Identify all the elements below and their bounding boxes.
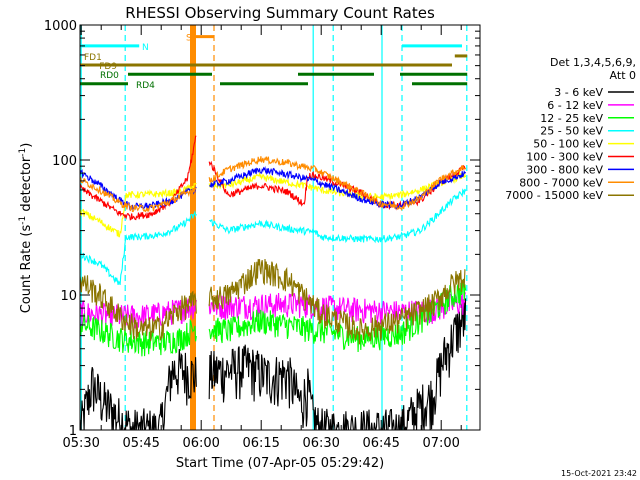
y-tick-label-2: 100 [52, 154, 77, 169]
x-tick-label-2: 06:00 [182, 436, 219, 451]
legend-header-1: Att 0 [610, 69, 636, 82]
x-tick-label-6: 07:00 [422, 436, 459, 451]
y-tick-label-0: 1 [69, 424, 77, 439]
x-tick-label-1: 05:45 [122, 436, 159, 451]
plot-frame [79, 24, 481, 431]
flag-label-1: S [186, 34, 192, 44]
flag-label-0: N [142, 43, 149, 53]
y-axis-label-tail: detector [19, 156, 34, 216]
legend-label-2: 12 - 25 keV [540, 112, 603, 125]
y-axis-label-sup: -1 [18, 216, 28, 225]
legend-label-6: 300 - 800 keV [526, 163, 603, 176]
legend-label-3: 25 - 50 keV [540, 125, 603, 138]
series-line-7 [80, 156, 467, 213]
legend-label-8: 7000 - 15000 keV [505, 189, 603, 202]
x-tick-label-0: 05:30 [62, 436, 99, 451]
y-axis-label: Count Rate (s-1 detector-1) [18, 143, 34, 314]
y-axis-label-sup2: -1 [18, 148, 28, 157]
y-tick-label-3: 1000 [44, 19, 77, 34]
legend-header-0: Det 1,3,4,5,6,9, [550, 56, 636, 69]
legend-label-4: 50 - 100 keV [533, 138, 603, 151]
series-line-8 [80, 258, 466, 345]
flag-label-3: FD9 [99, 62, 117, 72]
axes: 05:30 05:45 06:00 06:15 06:30 06:45 07:00 1 10 10… [44, 19, 480, 451]
timestamp: 15-Oct-2021 23:42 [561, 469, 637, 478]
series-line-0 [80, 298, 467, 430]
x-axis-label: Start Time (07-Apr-05 05:29:42) [176, 456, 384, 471]
y-tick-label-1: 10 [60, 289, 77, 304]
series-group [80, 135, 467, 430]
vertical-markers [80, 25, 468, 430]
series-line-3 [80, 188, 467, 286]
flag-label-5: RD4 [136, 81, 155, 91]
x-tick-label-4: 06:30 [302, 436, 339, 451]
flag-label-4: RD0 [100, 71, 119, 81]
y-axis-label-main: Count Rate (s [19, 225, 34, 314]
legend-label-7: 800 - 7000 keV [519, 176, 603, 189]
x-tick-label-5: 06:45 [362, 436, 399, 451]
legend-label-5: 100 - 300 keV [526, 151, 603, 164]
legend-label-1: 6 - 12 keV [547, 99, 603, 112]
y-axis-label-close: ) [19, 143, 34, 148]
shaded-band [190, 25, 196, 430]
x-tick-label-3: 06:15 [242, 436, 279, 451]
chart-title: RHESSI Observing Summary Count Rates [125, 4, 435, 22]
flag-label-2: FD1 [84, 53, 102, 63]
legend-label-0: 3 - 6 keV [554, 86, 603, 99]
series-line-5 [80, 135, 467, 221]
